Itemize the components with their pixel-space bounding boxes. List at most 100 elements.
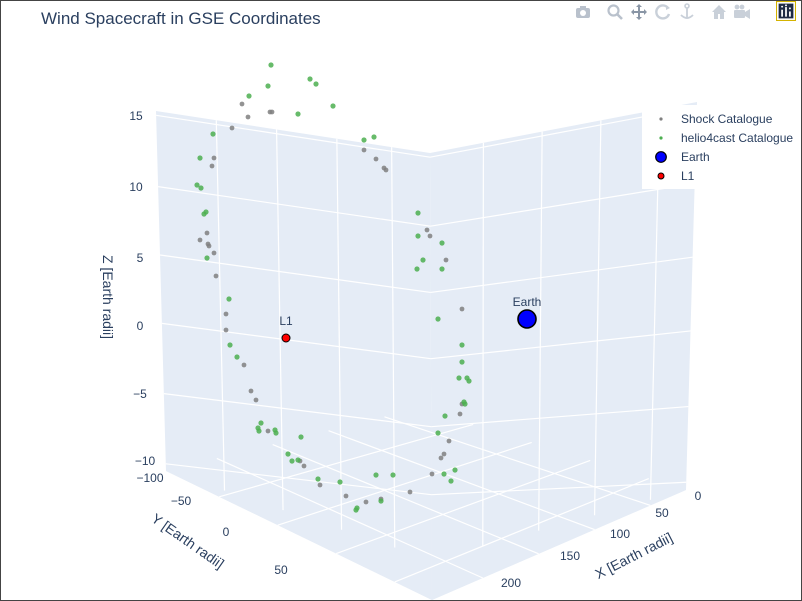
- helio4cast-catalogue-point: [361, 137, 367, 143]
- orbit-icon[interactable]: [653, 2, 673, 22]
- legend-item-earth[interactable]: Earth: [642, 148, 798, 167]
- floor-gridline: [277, 441, 532, 526]
- floor-gridline: [394, 477, 649, 583]
- helio4cast-catalogue-point: [198, 185, 204, 191]
- helio4cast-catalogue-point: [330, 103, 336, 109]
- y-tick-label: 50: [274, 563, 288, 577]
- legend-marker-shock: [659, 117, 663, 121]
- shock-catalogue-point: [457, 411, 463, 417]
- shock-catalogue-point: [204, 230, 210, 236]
- z-gridline-right: [431, 405, 689, 428]
- shock-catalogue-point: [211, 155, 217, 161]
- helio4cast-catalogue-point: [420, 257, 426, 263]
- shock-catalogue-point: [197, 237, 203, 243]
- home-icon[interactable]: [709, 2, 729, 22]
- helio4cast-catalogue-point: [258, 420, 264, 426]
- helio4cast-catalogue-point: [452, 467, 458, 473]
- helio4cast-catalogue-point: [415, 210, 421, 216]
- helio4cast-catalogue-point: [315, 476, 321, 482]
- helio4cast-catalogue-point: [373, 472, 379, 478]
- y-gridline-wall: [336, 138, 343, 530]
- z-tick-label: −10: [135, 454, 156, 468]
- helio4cast-catalogue-point: [268, 62, 274, 68]
- z-tick-label: 10: [129, 180, 143, 194]
- helio4cast-catalogue-point: [459, 342, 465, 348]
- floor-gridline: [336, 459, 591, 555]
- floor-gridline: [216, 457, 484, 579]
- legend-item-helio4cast[interactable]: helio4cast Catalogue: [642, 129, 798, 148]
- shock-catalogue-point: [383, 167, 389, 173]
- x-tick-label: 150: [560, 549, 580, 563]
- shock-catalogue-point: [211, 250, 217, 256]
- helio4cast-catalogue-point: [461, 399, 467, 405]
- shock-catalogue-point: [239, 101, 245, 107]
- shock-catalogue-point: [361, 147, 367, 153]
- z-gridline-right: [430, 256, 693, 294]
- x-gridline-wall: [538, 131, 543, 531]
- helio4cast-catalogue-point: [227, 342, 233, 348]
- legend-item-shock[interactable]: Shock Catalogue: [642, 110, 798, 129]
- helio4cast-catalogue-point: [265, 83, 271, 89]
- x-tick-label: 50: [655, 506, 669, 520]
- legend-item-l1[interactable]: L1: [642, 167, 798, 186]
- floor-gridline: [219, 423, 474, 498]
- shock-catalogue-point: [241, 362, 247, 368]
- helio4cast-catalogue-point: [273, 430, 279, 436]
- helio4cast-catalogue-point: [442, 413, 448, 419]
- x-axis-title: X [Earth radii]: [592, 529, 675, 582]
- shock-catalogue-point: [248, 388, 254, 394]
- legend[interactable]: Shock Catalogue helio4cast Catalogue Ear…: [642, 105, 798, 189]
- shock-catalogue-point: [265, 428, 271, 434]
- z-gridline-left: [161, 322, 431, 360]
- x-gridline-wall: [593, 120, 602, 516]
- helio4cast-catalogue-point: [298, 434, 304, 440]
- shock-catalogue-point: [407, 489, 413, 495]
- shock-catalogue-point: [459, 306, 465, 312]
- z-gridline-left: [156, 114, 431, 158]
- shock-catalogue-point: [427, 233, 433, 239]
- z-gridline-left: [158, 186, 431, 227]
- turntable-icon[interactable]: [677, 2, 697, 22]
- helio4cast-catalogue-point: [313, 81, 319, 87]
- shock-catalogue-point: [229, 125, 235, 131]
- x-tick-label: 200: [501, 576, 521, 590]
- camera-view-icon[interactable]: [732, 2, 752, 22]
- helio4cast-catalogue-point: [435, 430, 441, 436]
- earth-point: [517, 309, 537, 329]
- z-tick-label: 0: [137, 319, 144, 333]
- chart-title: Wind Spacecraft in GSE Coordinates: [41, 9, 321, 28]
- y-tick-label: −100: [136, 471, 163, 485]
- helio4cast-catalogue-point: [415, 233, 421, 239]
- shock-catalogue-point: [223, 311, 229, 317]
- helio4cast-catalogue-point: [307, 76, 313, 82]
- z-tick-label: 15: [129, 109, 143, 123]
- z-gridline-right: [430, 330, 691, 360]
- helio4cast-catalogue-point: [378, 498, 384, 504]
- y-gridline-wall: [391, 147, 396, 548]
- shock-catalogue-point: [443, 257, 449, 263]
- helio4cast-catalogue-point: [289, 458, 295, 464]
- floor-gridline: [272, 443, 539, 555]
- helio4cast-catalogue-point: [448, 478, 454, 484]
- plotly-logo-icon[interactable]: [776, 1, 799, 24]
- shock-catalogue-point: [213, 273, 219, 279]
- camera-icon[interactable]: [573, 2, 593, 22]
- shock-catalogue-point: [253, 397, 259, 403]
- legend-label-helio4cast: helio4cast Catalogue: [681, 131, 794, 145]
- helio4cast-catalogue-point: [439, 240, 445, 246]
- pan-icon[interactable]: [629, 2, 649, 22]
- shock-catalogue-point: [343, 493, 349, 499]
- y-tick-label: −50: [171, 494, 192, 508]
- zoom-icon[interactable]: [605, 2, 625, 22]
- shock-catalogue-point: [429, 471, 435, 477]
- helio4cast-catalogue-point: [246, 93, 252, 99]
- helio4cast-catalogue-point: [441, 471, 447, 477]
- helio4cast-catalogue-point: [466, 378, 472, 384]
- legend-label-earth: Earth: [681, 150, 710, 164]
- helio4cast-catalogue-point: [210, 131, 216, 137]
- z-gridline-left: [159, 254, 431, 294]
- floor-gridline: [328, 430, 595, 531]
- helio4cast-catalogue-point: [371, 134, 377, 140]
